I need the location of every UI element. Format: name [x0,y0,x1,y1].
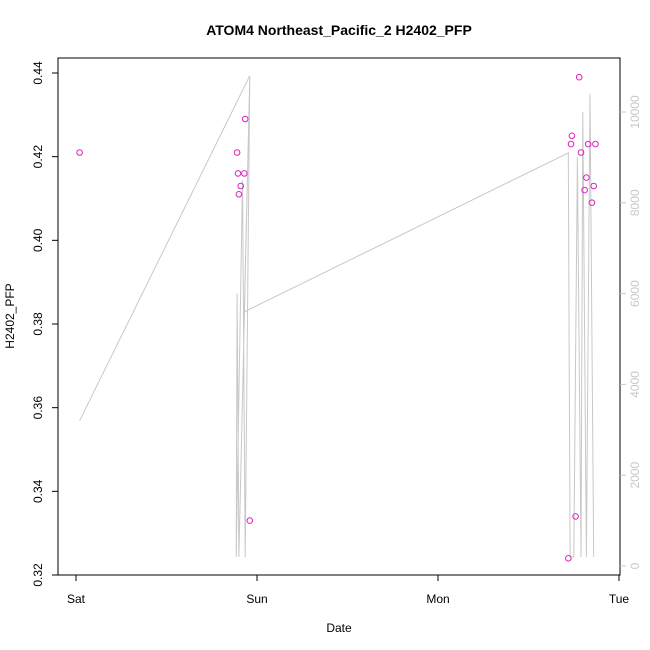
y-tick-label: 0.36 [31,396,45,420]
data-point [233,149,241,156]
x-axis: Sat Sun Mon Tue [67,575,629,606]
x-axis-label: Date [326,621,352,635]
y-tick-label: 0.42 [31,145,45,169]
data-point [565,555,572,562]
y-tick-label: 0.32 [31,563,45,587]
data-point [241,170,248,177]
data-point [575,73,583,81]
y-right-tick-label: 4000 [628,371,642,398]
y-axis-right: 0 2000 4000 6000 8000 10000 [620,95,642,569]
data-point [76,149,83,156]
data-point [572,513,579,520]
x-tick-label: Sat [67,592,86,606]
chart-title: ATOM4 Northeast_Pacific_2 H2402_PFP [206,22,472,38]
data-point [234,170,242,177]
x-tick-label: Tue [609,592,630,606]
data-point [590,182,598,190]
data-point [568,132,576,140]
data-point [237,182,244,190]
y-right-tick-label: 0 [628,562,642,569]
points-layer [76,73,599,562]
y-right-tick-label: 2000 [628,462,642,489]
y-tick-label: 0.34 [31,479,45,503]
y-axis-left: 0.32 0.34 0.36 0.38 0.40 0.42 0.44 [31,61,58,587]
x-tick-label: Mon [426,592,449,606]
plot-frame [57,57,621,576]
data-point [235,191,243,198]
y-right-tick-label: 8000 [628,189,642,216]
data-point [567,140,575,148]
y-tick-label: 0.38 [31,312,45,336]
data-point [577,149,585,156]
series-line-layer [79,75,595,558]
x-tick-label: Sun [246,592,267,606]
data-point [581,186,588,194]
data-point [241,115,249,123]
y-right-tick-label: 6000 [628,280,642,307]
data-point [246,517,254,524]
data-point [583,174,590,181]
y-axis-label: H2402_PFP [3,283,17,348]
y-tick-label: 0.44 [31,61,45,85]
y-right-tick-label: 10000 [628,95,642,129]
data-point [592,140,599,148]
data-point [588,199,596,206]
series-line [79,75,595,558]
y-tick-label: 0.40 [31,228,45,252]
data-point [584,140,592,148]
